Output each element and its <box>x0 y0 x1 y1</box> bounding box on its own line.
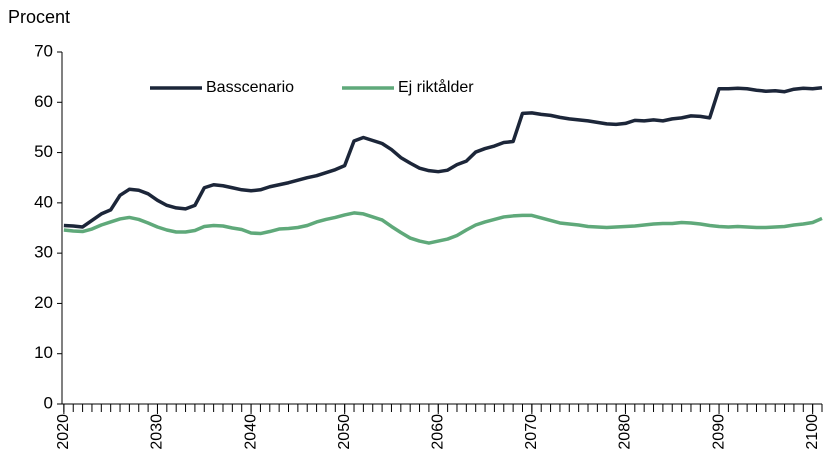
y-tick-label: 50 <box>34 142 53 161</box>
series-line <box>63 85 823 229</box>
x-tick-label: 2050 <box>336 414 353 450</box>
y-tick-label: 60 <box>34 92 53 111</box>
x-tick-label: 2090 <box>710 414 727 450</box>
series-line <box>63 211 823 245</box>
y-tick-label: 20 <box>34 293 53 312</box>
y-tick-label: 70 <box>34 41 53 60</box>
x-tick-label: 2040 <box>242 414 259 450</box>
x-tick-label: 2020 <box>55 414 72 450</box>
y-tick-label: 40 <box>34 192 53 211</box>
x-tick-label: 2030 <box>149 414 166 450</box>
legend-label: Ej riktålder <box>398 78 474 96</box>
legend-label: Basscenario <box>206 79 294 96</box>
y-tick-label: 30 <box>34 243 53 262</box>
y-tick-label: 10 <box>34 343 53 362</box>
x-tick-label: 2100 <box>804 414 821 450</box>
x-tick-label: 2070 <box>523 414 540 450</box>
y-axis-label: Procent <box>8 7 70 27</box>
y-tick-label: 0 <box>44 393 53 412</box>
x-tick-label: 2060 <box>429 414 446 450</box>
x-tick-label: 2080 <box>617 414 634 450</box>
